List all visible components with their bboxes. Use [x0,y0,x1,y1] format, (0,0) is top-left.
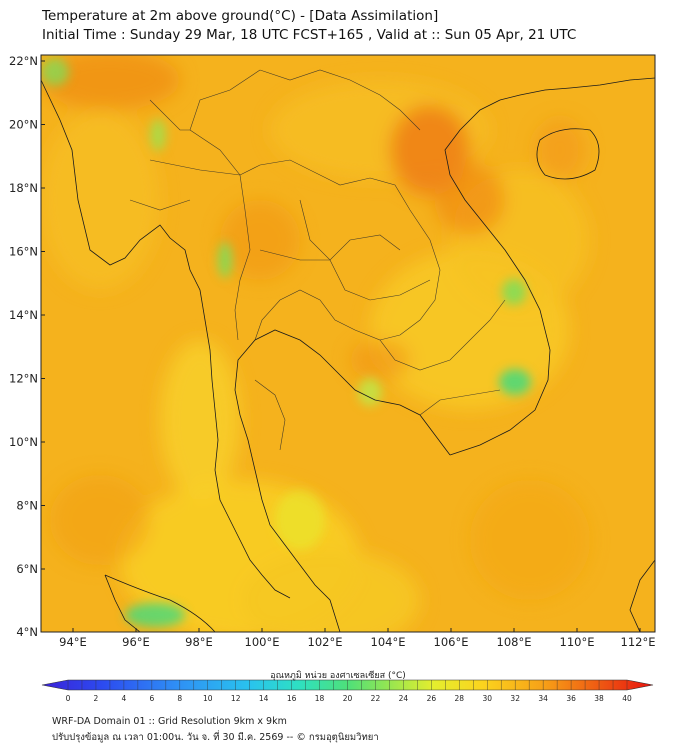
lon-label: 102°E [308,635,343,649]
colorbar-tick-label: 32 [510,694,520,703]
colorbar-tick-label: 0 [66,694,71,703]
colorbar-title: อุณหภูมิ หน่วย องศาเซลเซียส (°C) [270,671,406,681]
colorbar-tick-label: 6 [149,694,154,703]
lon-label: 108°E [497,635,532,649]
lon-label: 100°E [245,635,280,649]
lon-label: 106°E [434,635,469,649]
colorbar-tick-label: 24 [399,694,409,703]
coastlines [41,77,655,632]
lat-label: 6°N [16,562,38,576]
lat-label: 10°N [9,435,38,449]
lon-label: 98°E [185,635,213,649]
colorbar: 0 2 4 6 8 10 12 14 16 18 20 22 24 26 28 30 32 34 36 38 40 [41,679,654,703]
colorbar-tick-label: 10 [203,694,213,703]
colorbar-tick-label: 36 [566,694,576,703]
colorbar-tick-label: 20 [343,694,353,703]
lat-label: 8°N [16,499,38,513]
colorbar-tick-label: 14 [259,694,269,703]
colorbar-tick-label: 26 [427,694,437,703]
colorbar-tick-label: 12 [231,694,241,703]
colorbar-tick-label: 18 [315,694,325,703]
lon-label: 104°E [371,635,406,649]
lat-label: 22°N [9,54,38,68]
lat-label: 14°N [9,308,38,322]
colorbar-tick-label: 34 [538,694,548,703]
colorbar-tick-label: 16 [287,694,297,703]
lon-label: 96°E [122,635,150,649]
colorbar-tick-label: 2 [94,694,99,703]
colorbar-tick-label: 30 [482,694,492,703]
footer-line-2: ปรับปรุงข้อมูล ณ เวลา 01:00น. วัน จ. ที่… [52,732,379,743]
lat-label: 20°N [9,118,38,132]
lat-label: 18°N [9,181,38,195]
lat-axis: 22°N 20°N 18°N 16°N 14°N 12°N 10°N 8°N 6… [9,54,45,639]
lat-label: 4°N [16,625,38,639]
lon-label: 94°E [59,635,87,649]
colorbar-tick-label: 28 [455,694,465,703]
map-subtitle: Initial Time : Sunday 29 Mar, 18 UTC FCS… [42,27,577,43]
colorbar-tick-label: 4 [122,694,127,703]
lon-label: 112°E [621,635,656,649]
lon-label: 110°E [560,635,595,649]
province-borders [129,69,506,451]
temperature-field [41,55,655,632]
lon-axis: 94°E 96°E 98°E 100°E 102°E 104°E 106°E 1… [59,628,655,649]
footer-line-1: WRF-DA Domain 01 :: Grid Resolution 9km … [52,716,287,727]
cool-patches [41,58,531,627]
colorbar-tick-label: 38 [594,694,604,703]
lat-label: 16°N [9,245,38,259]
plot-frame [40,54,656,633]
colorbar-tick-label: 22 [371,694,381,703]
map-title: Temperature at 2m above ground(°C) - [Da… [42,8,439,24]
colorbar-tick-label: 40 [622,694,632,703]
lat-label: 12°N [9,372,38,386]
colorbar-tick-label: 8 [177,694,182,703]
